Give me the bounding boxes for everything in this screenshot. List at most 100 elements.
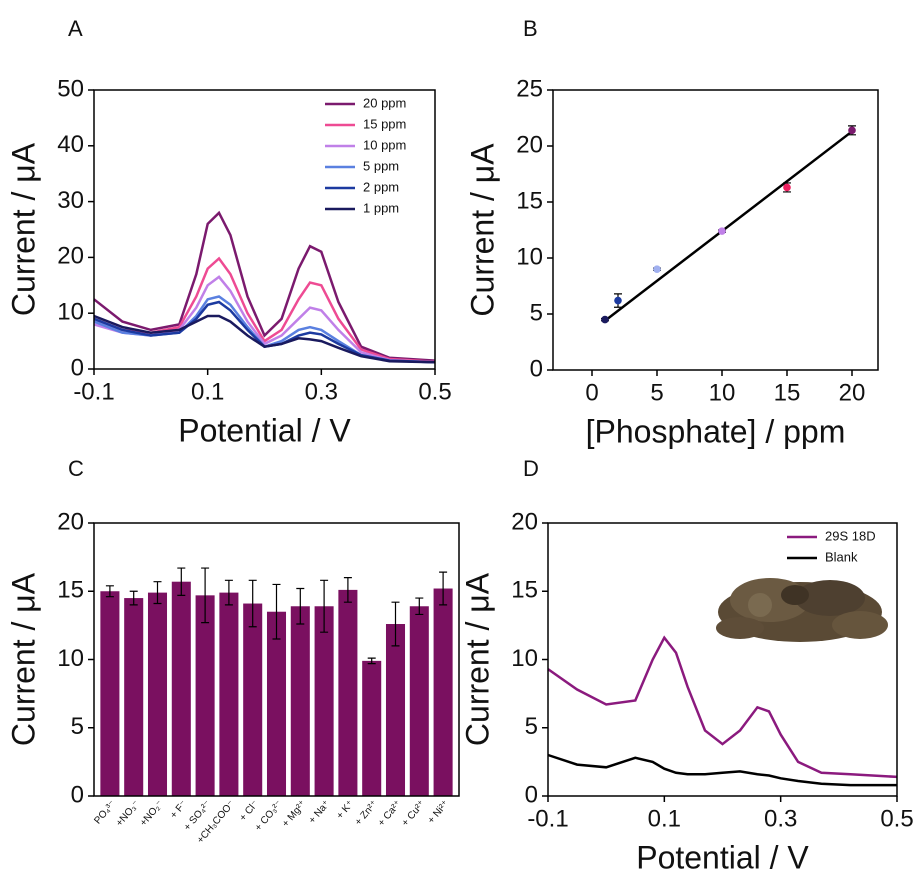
series-line: [93, 314, 436, 364]
y-tick-label: 20: [511, 508, 538, 535]
point: [601, 315, 609, 324]
y-tick-label: 5: [525, 713, 538, 740]
error-bar: [201, 567, 210, 624]
x-axis-title: Potential / V: [636, 839, 809, 874]
legend-label: 1 ppm: [363, 200, 399, 215]
error-bar: [248, 579, 257, 628]
fit-line: [604, 130, 853, 322]
y-axis-title: Current / μA: [5, 572, 41, 746]
x-tick-label: 15: [774, 379, 801, 406]
y-tick-label: 0: [71, 354, 84, 381]
x-tick-label: + Na⁺: [307, 799, 333, 827]
series-line: [93, 210, 436, 362]
x-tick-label: 0.1: [648, 805, 681, 832]
bar: [338, 589, 358, 796]
x-tick-label: + K⁺: [335, 799, 357, 822]
x-tick-label: 0.1: [191, 378, 224, 405]
y-tick-label: 15: [516, 187, 543, 214]
legend-label: 2 ppm: [363, 179, 399, 194]
y-tick-label: 10: [516, 243, 543, 270]
bar: [266, 611, 287, 796]
y-axis-title: Current / μA: [459, 572, 495, 746]
bar: [385, 624, 406, 796]
y-tick-label: 50: [57, 75, 84, 102]
error-bar: [272, 583, 281, 640]
y-tick-label: 10: [57, 299, 84, 326]
bar: [147, 592, 168, 796]
x-tick-label: 0.3: [764, 805, 797, 832]
y-tick-label: 10: [57, 645, 84, 672]
y-tick-label: 25: [516, 75, 543, 102]
point: [718, 227, 726, 235]
legend-label: 10 ppm: [363, 137, 406, 152]
bar: [124, 598, 144, 796]
x-tick-label: +NO₃⁻: [114, 799, 142, 829]
y-tick-label: 5: [530, 299, 543, 326]
x-axis-title: Potential / V: [178, 412, 351, 448]
panel-label: C: [68, 456, 84, 481]
y-axis-title: Current / μA: [5, 142, 41, 316]
x-tick-label: 20: [839, 379, 866, 406]
x-tick-label: + F⁻: [168, 799, 189, 821]
error-bar: [105, 585, 114, 598]
series-line: [93, 300, 436, 364]
series-line: [93, 256, 436, 363]
legend-label: 5 ppm: [363, 158, 399, 173]
x-tick-label: 5: [650, 379, 663, 406]
y-tick-label: 15: [57, 577, 84, 604]
x-tick-label: -0.1: [527, 805, 568, 832]
x-tick-label: 0.5: [418, 378, 451, 405]
y-tick-label: 0: [525, 781, 538, 808]
bar: [290, 606, 310, 796]
bar: [100, 591, 120, 796]
point: [783, 183, 791, 192]
y-tick-label: 20: [516, 131, 543, 158]
x-tick-label: +NO₂⁻: [138, 799, 166, 829]
error-bar: [343, 577, 352, 603]
bar: [219, 592, 239, 796]
x-tick-label: + Cu²⁺: [400, 799, 428, 829]
error-bar: [224, 579, 233, 606]
x-tick-label: 0.3: [305, 378, 338, 405]
error-bar: [296, 587, 305, 625]
x-tick-label: + Ni²⁺: [426, 799, 452, 827]
panel-label: A: [68, 16, 83, 41]
error-bar: [320, 579, 329, 633]
legend-label: Blank: [825, 549, 858, 564]
y-tick-label: 5: [71, 713, 84, 740]
panel-label: D: [523, 456, 539, 481]
legend-label: 15 ppm: [363, 116, 406, 131]
bar: [171, 581, 191, 796]
y-tick-label: 20: [57, 508, 84, 535]
x-tick-label: 10: [709, 379, 736, 406]
error-bar: [367, 657, 376, 665]
bar: [433, 588, 453, 796]
error-bar: [439, 571, 448, 606]
y-tick-label: 0: [71, 781, 84, 808]
y-axis-title: Current / μA: [464, 143, 500, 317]
x-tick-label: 0.5: [880, 805, 913, 832]
x-tick-label: -0.1: [73, 378, 114, 405]
x-axis-title: [Phosphate] / ppm: [586, 413, 846, 449]
y-tick-label: 0: [530, 355, 543, 382]
bar: [195, 595, 215, 796]
y-tick-label: 15: [511, 577, 538, 604]
legend-label: 29S 18D: [825, 528, 876, 543]
soil-photo: [716, 578, 888, 642]
point: [614, 296, 622, 305]
error-bar: [415, 597, 424, 616]
x-tick-label: + Ca²⁺: [376, 799, 404, 829]
point: [653, 265, 661, 274]
error-bar: [153, 581, 162, 605]
x-tick-label: + Mg²⁺: [280, 799, 308, 830]
plot-frame: [93, 89, 436, 370]
error-bar: [177, 567, 186, 596]
panel-label: B: [523, 16, 538, 41]
series-line: [93, 275, 436, 364]
series-line: [547, 635, 898, 779]
bar: [314, 606, 334, 796]
legend-label: 20 ppm: [363, 95, 406, 110]
plot-frame: [547, 522, 898, 797]
bar: [362, 660, 382, 796]
